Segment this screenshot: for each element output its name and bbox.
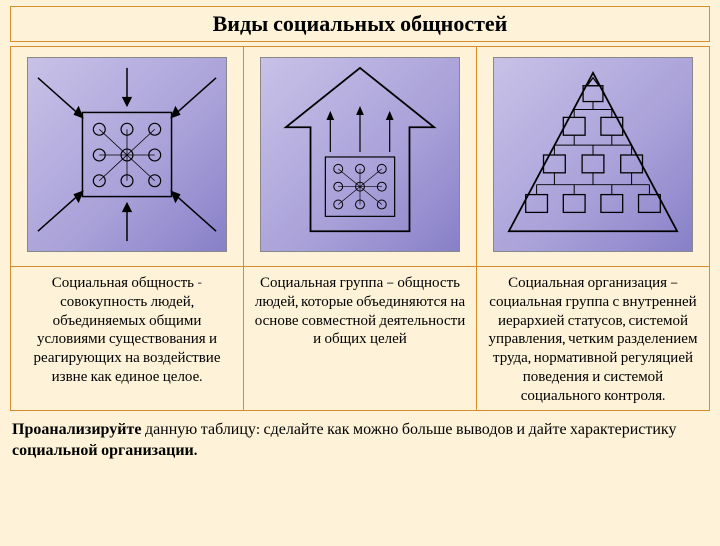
diagram-row xyxy=(11,47,710,267)
instruction-mid: данную таблицу: сделайте как можно больш… xyxy=(141,420,676,438)
main-table: Социальная общность - совокупность людей… xyxy=(10,46,710,411)
page-title: Виды социальных общностей xyxy=(10,6,710,42)
instruction-lead: Проанализируйте xyxy=(12,420,141,438)
diagram-group xyxy=(260,57,460,252)
diagram-organization xyxy=(493,57,693,252)
instruction-text: Проанализируйте данную таблицу: сделайте… xyxy=(0,411,720,461)
definition-text: Социальная группа – общность людей, кото… xyxy=(255,273,465,347)
definition-cell-1: Социальная общность - совокупность людей… xyxy=(11,267,244,411)
diagram-cell-2 xyxy=(244,47,477,267)
diagram-community xyxy=(27,57,227,252)
definition-cell-2: Социальная группа – общность людей, кото… xyxy=(244,267,477,411)
definition-text: Социальная общность - совокупность людей… xyxy=(34,273,221,385)
definition-text: Социальная организация – социальная груп… xyxy=(489,273,698,404)
definition-row: Социальная общность - совокупность людей… xyxy=(11,267,710,411)
definition-cell-3: Социальная организация – социальная груп… xyxy=(477,267,710,411)
diagram-cell-1 xyxy=(11,47,244,267)
diagram-cell-3 xyxy=(477,47,710,267)
instruction-bold2: социальной организации. xyxy=(12,441,197,459)
